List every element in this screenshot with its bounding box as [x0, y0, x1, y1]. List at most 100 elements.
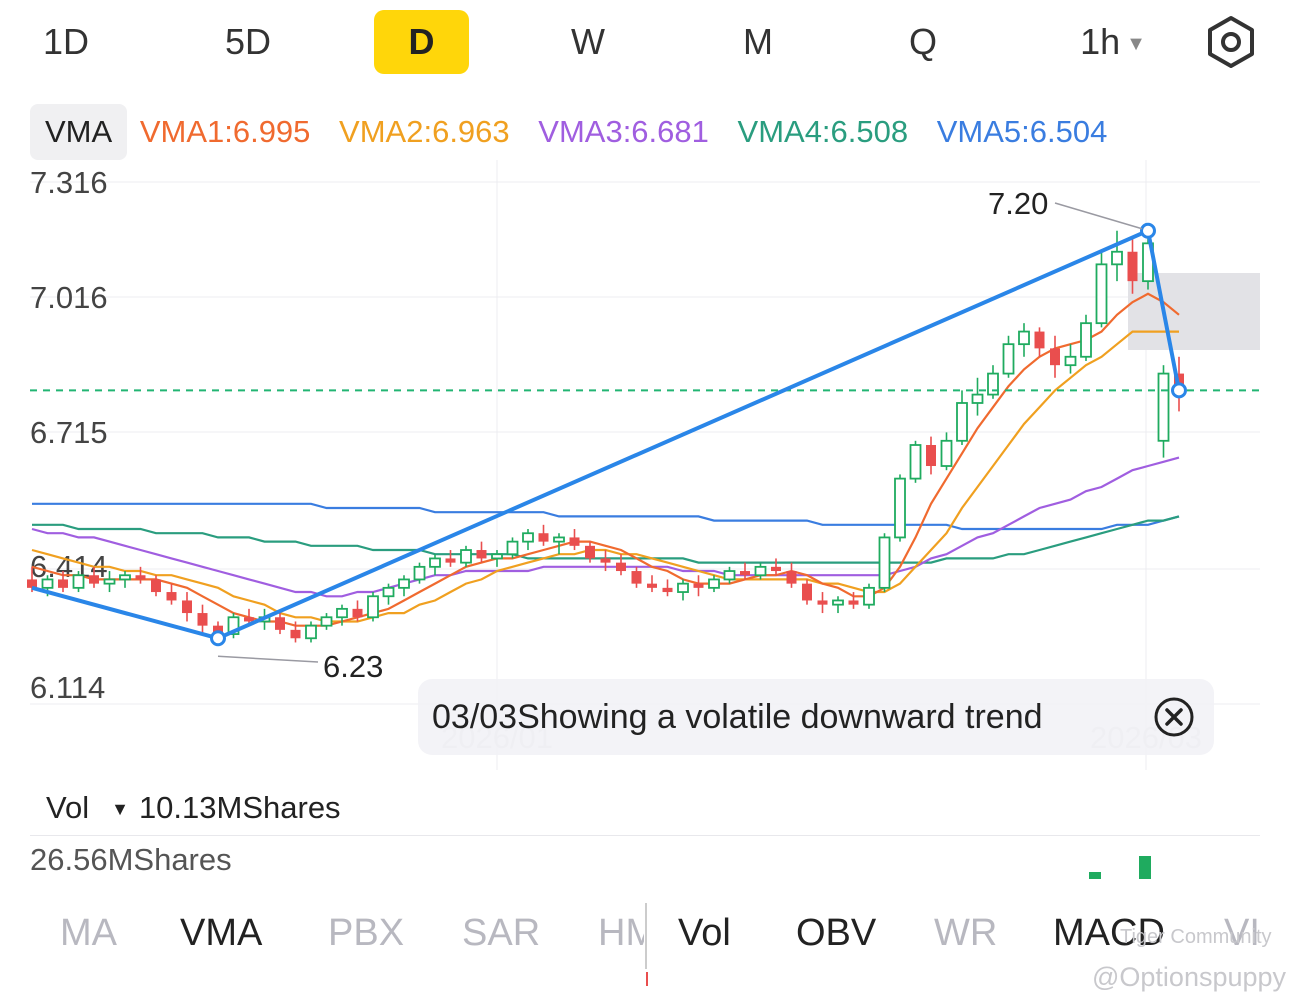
- candle-body: [817, 600, 828, 605]
- volume-bars: [1089, 856, 1151, 879]
- volume-selector[interactable]: Vol ▼ 10.13MShares: [46, 790, 341, 826]
- vma3-value: VMA3:6.681: [538, 114, 709, 149]
- candle-body: [1157, 372, 1170, 442]
- candle-body: [151, 579, 161, 593]
- tab-ma[interactable]: MA: [60, 912, 117, 954]
- toast-message: Showing a volatile downward trend: [517, 698, 1043, 736]
- period-tabs: 1D 5D D W M Q 1h ▼: [0, 0, 1290, 90]
- tab-sar[interactable]: SAR: [462, 912, 541, 954]
- ma-line-vma3: [31, 456, 1180, 598]
- candle-body: [987, 372, 999, 396]
- watermark-community: Tiger Community: [1120, 926, 1272, 948]
- interval-label: 1h: [1080, 21, 1121, 62]
- insight-toast[interactable]: 03/03Showing a volatile downward trend: [418, 679, 1214, 755]
- highlight-rect: [1128, 273, 1260, 350]
- volume-bar: [1089, 872, 1101, 879]
- candle-body: [89, 575, 99, 584]
- candle-body: [166, 592, 177, 601]
- scroll-marker: [646, 972, 648, 986]
- tab-hm[interactable]: HM: [598, 912, 644, 954]
- tab-w[interactable]: W: [571, 21, 605, 62]
- candle-body: [863, 586, 875, 606]
- candle-body: [878, 536, 891, 589]
- candle-body: [848, 600, 859, 605]
- volume-bar: [1139, 856, 1151, 879]
- candle-body: [1127, 251, 1138, 282]
- candle-body: [538, 533, 549, 542]
- low-price-label: 6.23: [323, 649, 383, 684]
- candle-body: [909, 444, 922, 480]
- candle-body: [429, 557, 441, 568]
- ma-line-vma5: [32, 502, 1180, 531]
- candle-body: [1080, 322, 1092, 358]
- vma5-value: VMA5:6.504: [936, 114, 1108, 149]
- tab-d[interactable]: D: [374, 10, 469, 74]
- tab-macd[interactable]: MACD: [1053, 912, 1165, 954]
- y-tick-label: 7.016: [30, 280, 108, 315]
- tab-m[interactable]: M: [743, 21, 773, 62]
- y-tick-label: 6.715: [30, 415, 108, 450]
- candle-body: [600, 558, 611, 563]
- low-leader-line: [217, 655, 319, 663]
- candle-body: [1111, 250, 1123, 266]
- candle-body: [58, 579, 68, 588]
- tab-pbx[interactable]: PBX: [328, 912, 405, 954]
- candle-body: [708, 578, 720, 589]
- y-tick-label: 6.114: [30, 670, 105, 705]
- price-annotations: 7.20 6.23: [217, 186, 1143, 684]
- candle-body: [72, 574, 85, 589]
- candle-body: [103, 578, 116, 585]
- candle-body: [244, 617, 254, 622]
- candle-body: [135, 575, 146, 580]
- settings-icon[interactable]: [1203, 14, 1259, 70]
- watermark-handle: @Optionspuppy: [1092, 962, 1287, 992]
- trend-handle: [210, 630, 226, 647]
- candle-body: [1034, 331, 1045, 349]
- candle-body: [522, 532, 534, 543]
- candle-body: [491, 553, 503, 560]
- toast-date: 03/03: [432, 698, 518, 736]
- close-icon[interactable]: [1153, 696, 1195, 738]
- candle-body: [305, 624, 317, 640]
- candle-body: [413, 565, 426, 581]
- candle-body: [1050, 348, 1060, 366]
- candle-body: [940, 439, 953, 467]
- tab-wr[interactable]: WR: [934, 912, 998, 954]
- ma-line-vma2: [31, 330, 1179, 623]
- y-tick-label: 7.316: [30, 165, 108, 200]
- candle-body: [631, 571, 642, 584]
- candle-body: [832, 599, 844, 606]
- candle-body: [956, 402, 968, 442]
- candle-body: [460, 549, 472, 564]
- tab-vma[interactable]: VMA: [180, 912, 263, 954]
- candle-body: [27, 579, 37, 588]
- candle-body: [275, 617, 285, 630]
- candle-body: [585, 545, 595, 559]
- highlight-zone: [1128, 273, 1260, 350]
- candle-body: [445, 558, 456, 563]
- candle-body: [616, 562, 626, 572]
- tab-vi[interactable]: VI: [1224, 912, 1260, 954]
- candle-body: [740, 571, 750, 576]
- indicator-selector[interactable]: VMA: [30, 104, 128, 160]
- tab-1d[interactable]: 1D: [42, 21, 90, 62]
- candle-body: [227, 616, 240, 635]
- chevron-down-icon: ▼: [1126, 33, 1146, 56]
- candle-body: [41, 578, 54, 589]
- candle-body: [352, 608, 363, 618]
- tabs-divider: [645, 903, 647, 969]
- candle-body: [197, 613, 208, 626]
- candle-body: [398, 578, 410, 589]
- trend-line[interactable]: [31, 222, 1187, 647]
- candle-body: [213, 625, 223, 635]
- candle-body: [894, 477, 906, 539]
- interval-dropdown[interactable]: 1h ▼: [1068, 10, 1158, 74]
- vma2-value: VMA2:6.963: [339, 114, 510, 149]
- tab-obv[interactable]: OBV: [796, 912, 877, 954]
- tab-q[interactable]: Q: [908, 21, 937, 62]
- vma4-value: VMA4:6.508: [737, 114, 909, 149]
- tab-5d[interactable]: 5D: [224, 21, 272, 62]
- tab-vol[interactable]: Vol: [678, 912, 731, 954]
- candle-body: [662, 587, 673, 593]
